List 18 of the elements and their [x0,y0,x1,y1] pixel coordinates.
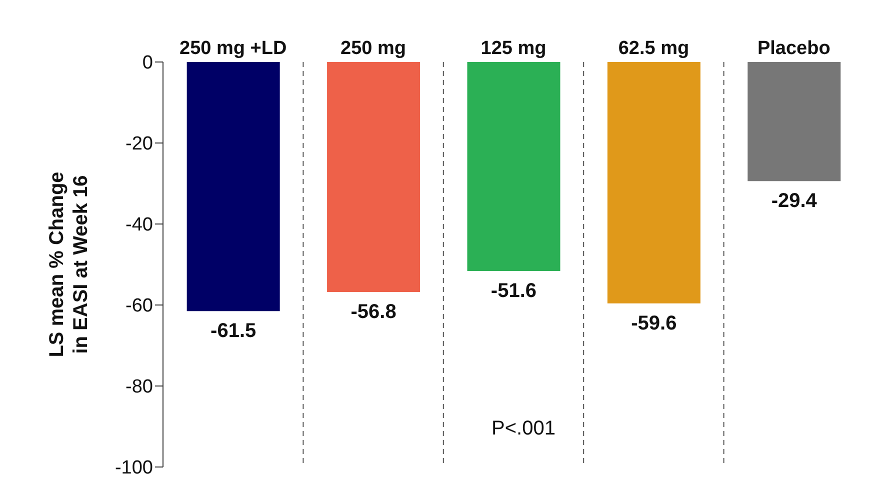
data-label: -29.4 [771,190,818,212]
y-tick-label: -20 [126,134,153,155]
y-axis-title: LS mean % Change in EASI at Week 16 [46,172,92,358]
x-tick-label: 250 mg [340,38,406,59]
data-label: -61.5 [210,320,256,342]
x-tick-label: 250 mg +LD [180,38,287,59]
x-tick-label: Placebo [757,38,830,59]
x-tick-label: 125 mg [480,38,546,59]
y-tick-label: -100 [114,458,153,479]
data-label: -51.6 [490,280,537,302]
y-tick-label: -60 [126,296,153,317]
data-label: -56.8 [350,301,396,324]
y-tick-label: 0 [142,52,153,74]
y-tick-label: -40 [126,214,153,236]
y-tick-label: -80 [126,376,153,398]
annotation: P<.001 [492,418,556,440]
data-label: -59.6 [631,312,677,334]
x-tick-label: 62.5 mg [618,38,690,59]
